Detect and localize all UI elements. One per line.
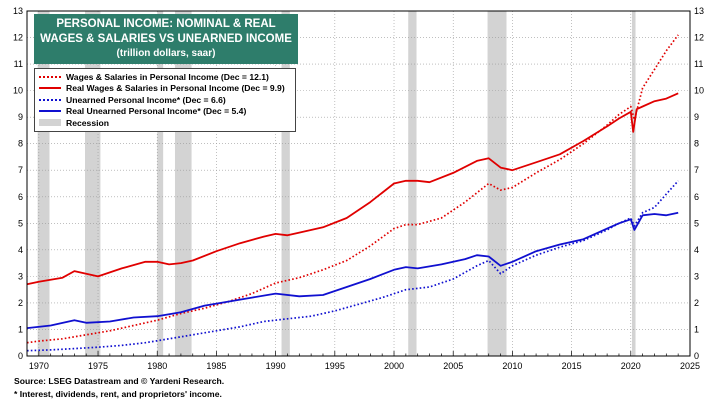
legend-item-recession: Recession: [39, 117, 291, 129]
y-tick-label-left: 0: [18, 351, 23, 361]
legend-label: Unearned Personal Income* (Dec = 6.6): [66, 94, 226, 105]
y-tick-label-left: 5: [18, 218, 23, 228]
y-tick-label-right: 8: [694, 139, 699, 149]
x-tick-label: 2020: [621, 361, 641, 371]
y-tick-label-right: 2: [694, 298, 699, 308]
y-tick-label-right: 7: [694, 165, 699, 175]
x-tick-label: 2005: [443, 361, 463, 371]
legend-item-real-unearned: Real Unearned Personal Income* (Dec = 5.…: [39, 106, 291, 118]
y-tick-label-right: 12: [694, 33, 704, 43]
y-tick-label-left: 3: [18, 271, 23, 281]
x-tick-label: 2010: [502, 361, 522, 371]
y-tick-label-right: 0: [694, 351, 699, 361]
recession-band: [37, 11, 50, 356]
series-line-3: [26, 180, 679, 352]
y-tick-label-right: 13: [694, 6, 704, 16]
y-tick-label-right: 4: [694, 245, 699, 255]
y-tick-label-left: 9: [18, 112, 23, 122]
recession-band: [281, 11, 290, 356]
x-tick-label: 2000: [384, 361, 404, 371]
y-tick-label-left: 10: [13, 86, 23, 96]
chart-title-box: PERSONAL INCOME: NOMINAL & REAL WAGES & …: [34, 14, 298, 64]
chart-title-line1: PERSONAL INCOME: NOMINAL & REAL: [56, 18, 276, 30]
recession-band: [157, 11, 164, 356]
chart-title-line2: WAGES & SALARIES VS UNEARNED INCOME: [40, 33, 292, 45]
legend-label: Recession: [66, 117, 109, 128]
series-lines: [26, 34, 679, 352]
recession-band: [631, 11, 636, 356]
legend-label: Real Wages & Salaries in Personal Income…: [66, 83, 285, 94]
series-line-2: [26, 92, 679, 286]
legend-label: Wages & Salaries in Personal Income (Dec…: [66, 71, 269, 82]
legend-swatch: [39, 110, 61, 113]
footnote: * Interest, dividends, rent, and proprie…: [14, 389, 222, 399]
x-tick-label: 1995: [325, 361, 345, 371]
legend-swatch: [39, 75, 61, 78]
series-line-4: [26, 211, 679, 329]
x-tick-label: 1985: [206, 361, 226, 371]
y-tick-label-left: 4: [18, 245, 23, 255]
y-tick-label-left: 12: [13, 33, 23, 43]
x-tick-label: 1975: [88, 361, 108, 371]
recession-band: [487, 11, 507, 356]
x-tick-label: 2025: [680, 361, 700, 371]
y-tick-label-left: 6: [18, 192, 23, 202]
y-tick-label-right: 10: [694, 86, 704, 96]
x-tick-label: 2015: [562, 361, 582, 371]
y-tick-label-left: 13: [13, 6, 23, 16]
y-tick-label-left: 8: [18, 139, 23, 149]
x-tick-label: 1970: [29, 361, 49, 371]
y-tick-label-right: 11: [694, 59, 703, 69]
y-tick-label-left: 2: [18, 298, 23, 308]
y-tick-label-right: 3: [694, 271, 699, 281]
recession-band: [408, 11, 417, 356]
x-tick-label: 1990: [266, 361, 286, 371]
legend-swatch: [39, 119, 61, 127]
y-tick-label-right: 5: [694, 218, 699, 228]
source-note: Source: LSEG Datastream and © Yardeni Re…: [14, 376, 225, 386]
chart-subtitle: (trillion dollars, saar): [116, 48, 216, 59]
y-tick-label-left: 11: [14, 59, 23, 69]
y-tick-label-right: 1: [694, 324, 699, 334]
legend-item-real-wages: Real Wages & Salaries in Personal Income…: [39, 83, 291, 95]
legend-item-wages: Wages & Salaries in Personal Income (Dec…: [39, 71, 291, 83]
legend-item-unearned: Unearned Personal Income* (Dec = 6.6): [39, 94, 291, 106]
x-tick-label: 1980: [147, 361, 167, 371]
legend-swatch: [39, 87, 61, 90]
y-tick-label-left: 7: [18, 165, 23, 175]
legend-label: Real Unearned Personal Income* (Dec = 5.…: [66, 106, 247, 117]
legend-swatch: [39, 98, 61, 101]
x-axis-ticks: 1970 1975 1980 1985 1990 1995 2000 2005 2010 2015…: [26, 351, 700, 371]
y-tick-label-left: 1: [18, 324, 23, 334]
y-tick-label-right: 9: [694, 112, 699, 122]
legend: Wages & Salaries in Personal Income (Dec…: [34, 68, 296, 132]
y-tick-label-right: 6: [694, 192, 699, 202]
